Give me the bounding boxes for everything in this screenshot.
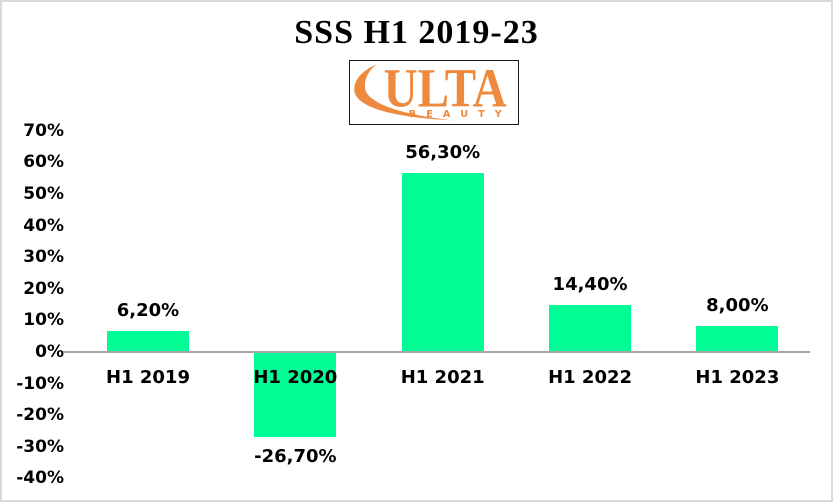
y-tick-label: 10% (23, 310, 64, 331)
y-tick-label: 40% (23, 215, 64, 236)
y-tick-label: -20% (16, 405, 64, 426)
y-tick-label: -10% (16, 373, 64, 394)
x-axis-zero-line (63, 351, 810, 353)
logo-swoosh-icon (354, 63, 451, 121)
y-tick-label: 70% (23, 120, 64, 141)
chart-title: SSS H1 2019-23 (294, 14, 539, 51)
ulta-beauty-logo: ULTA BEAUTY (349, 60, 519, 125)
bar-h1-2019 (107, 331, 189, 351)
category-label: H1 2020 (253, 367, 338, 388)
bar-value-label: -26,70% (254, 446, 337, 468)
logo-brand-text: ULTA (384, 61, 507, 119)
y-tick-label: 0% (35, 342, 64, 362)
bar-h1-2023 (696, 325, 779, 351)
category-label: H1 2023 (695, 367, 780, 388)
bar-value-label: 56,30% (405, 142, 481, 164)
category-label: H1 2021 (400, 367, 485, 388)
bar-h1-2021 (401, 173, 484, 351)
y-tick-label: 30% (23, 247, 64, 268)
y-tick-label: -40% (16, 468, 64, 489)
bar-value-label: 8,00% (706, 294, 769, 316)
category-label: H1 2022 (548, 367, 633, 388)
bar-value-label: 14,40% (552, 274, 628, 296)
bar-h1-2022 (549, 305, 632, 351)
category-label: H1 2019 (106, 367, 190, 388)
y-tick-label: 60% (23, 152, 64, 173)
y-tick-label: 20% (23, 278, 64, 299)
bar-value-label: 6,20% (116, 300, 180, 322)
ulta-logo-graphic: ULTA BEAUTY (354, 61, 507, 121)
bar-h1-2020 (254, 353, 337, 438)
y-tick-label: -30% (16, 436, 64, 457)
y-tick-label: 50% (23, 184, 64, 204)
